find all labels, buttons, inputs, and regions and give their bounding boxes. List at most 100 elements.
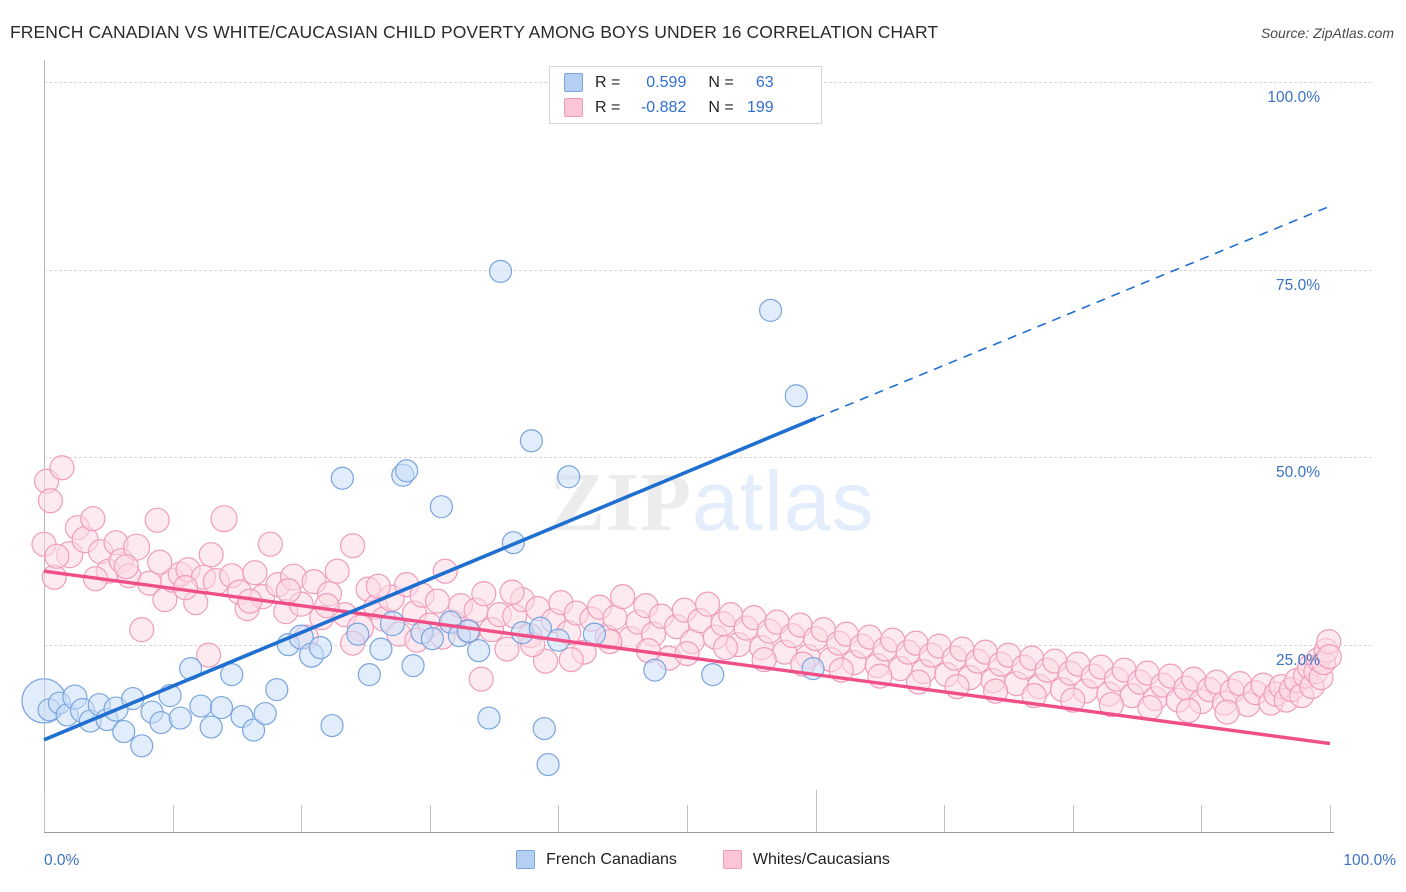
scatter-plot xyxy=(21,93,1342,777)
data-point xyxy=(784,384,808,408)
series-legend-item-french-canadians[interactable]: French Canadians xyxy=(516,850,677,869)
x-axis-label-min: 0.0% xyxy=(44,852,80,869)
data-point xyxy=(113,554,139,580)
data-point xyxy=(330,466,354,490)
data-point xyxy=(429,495,453,519)
data-point xyxy=(1060,687,1086,713)
legend-r-label-pink: R = xyxy=(595,98,621,116)
data-point xyxy=(674,641,700,667)
data-point xyxy=(357,663,381,687)
data-point xyxy=(701,663,725,687)
legend-swatch-blue xyxy=(564,73,583,92)
data-point xyxy=(1316,644,1342,670)
data-point xyxy=(602,605,628,631)
legend-r-value-blue: 0.599 xyxy=(646,73,687,91)
x-tick-10 xyxy=(172,805,174,832)
data-point xyxy=(558,647,584,673)
data-point xyxy=(643,658,667,682)
page-title: FRENCH CANADIAN VS WHITE/CAUCASIAN CHILD… xyxy=(10,22,939,42)
legend-n-label-pink: N = xyxy=(708,98,734,116)
x-tick-80 xyxy=(1072,805,1074,832)
data-point xyxy=(320,713,344,738)
data-point xyxy=(536,752,560,777)
data-point xyxy=(401,654,425,678)
series-legend-item-whites-caucasians[interactable]: Whites/Caucasians xyxy=(722,850,890,869)
data-point xyxy=(209,695,234,720)
x-tick-40 xyxy=(558,805,560,832)
data-point xyxy=(499,579,525,605)
data-point xyxy=(112,719,136,744)
data-point xyxy=(420,627,444,651)
legend-r-value-pink: -0.882 xyxy=(640,98,687,116)
data-point xyxy=(144,507,170,533)
scatter-points-french-canadians xyxy=(21,93,825,777)
x-tick-20 xyxy=(301,805,303,832)
data-point xyxy=(168,706,192,730)
data-point xyxy=(199,715,223,739)
plot-area: ZIPatlas 25.0% 50.0% 75.0% 100.0% xyxy=(21,60,1372,833)
x-tick-100 xyxy=(1330,805,1331,832)
data-point xyxy=(147,549,173,575)
x-tick-60 xyxy=(815,790,817,832)
series-swatch-blue xyxy=(516,850,536,869)
data-point xyxy=(471,581,497,607)
x-axis-label-max: 100.0% xyxy=(1343,852,1396,869)
data-point xyxy=(395,459,419,483)
data-point xyxy=(80,506,106,532)
series-swatch-pink xyxy=(722,850,742,869)
data-point xyxy=(346,622,370,646)
data-point xyxy=(365,573,391,599)
data-point xyxy=(1214,699,1240,725)
trendline-french-canadians-projected xyxy=(815,205,1331,420)
data-point xyxy=(189,694,213,718)
data-point xyxy=(488,259,513,283)
y-axis-label-100: 100.0% xyxy=(1267,89,1320,107)
data-point xyxy=(424,588,451,614)
legend-n-value-blue: 63 xyxy=(755,73,774,91)
data-point xyxy=(1175,697,1202,724)
legend-n-value-pink: 199 xyxy=(746,98,774,116)
data-point xyxy=(1098,691,1124,718)
data-point xyxy=(275,578,301,604)
data-point xyxy=(477,706,501,730)
x-tick-90 xyxy=(1201,805,1203,832)
trendline-french-canadians xyxy=(43,416,817,742)
data-point xyxy=(519,429,543,453)
x-axis-line xyxy=(44,832,1334,833)
data-point xyxy=(314,593,340,619)
data-point xyxy=(265,677,289,702)
data-point xyxy=(494,636,520,662)
data-point xyxy=(198,542,224,568)
trendline-whites-caucasians xyxy=(43,569,1331,746)
data-point xyxy=(324,558,350,584)
data-point xyxy=(340,533,366,559)
data-point xyxy=(130,734,154,758)
data-point xyxy=(242,718,266,742)
series-legend: French Canadians Whites/Caucasians xyxy=(0,850,1406,869)
x-tick-50 xyxy=(687,805,688,832)
data-point xyxy=(456,619,480,643)
data-point xyxy=(220,663,244,687)
legend-r-label-blue: R = xyxy=(595,73,621,91)
legend-n-label-blue: N = xyxy=(708,73,734,91)
x-tick-0 xyxy=(44,790,45,832)
data-point xyxy=(253,701,277,726)
y-axis-label-25: 25.0% xyxy=(1276,651,1320,669)
data-point xyxy=(467,639,491,663)
data-point xyxy=(1137,694,1163,721)
data-point xyxy=(41,564,67,590)
data-point xyxy=(257,531,283,557)
y-axis-line xyxy=(44,60,45,832)
gridline-50 xyxy=(44,457,1372,459)
data-point xyxy=(582,622,607,646)
x-tick-30 xyxy=(429,805,431,832)
data-point xyxy=(694,591,721,617)
data-point xyxy=(532,716,556,741)
source-note: Source: ZipAtlas.com xyxy=(1260,25,1394,41)
series-label-pink: Whites/Caucasians xyxy=(752,850,890,868)
legend-row-whites-caucasians: R = -0.882 N = 199 xyxy=(564,95,811,120)
data-point xyxy=(44,543,70,569)
legend-row-french-canadians: R = 0.599 N = 63 xyxy=(564,70,811,95)
data-point xyxy=(468,666,494,692)
